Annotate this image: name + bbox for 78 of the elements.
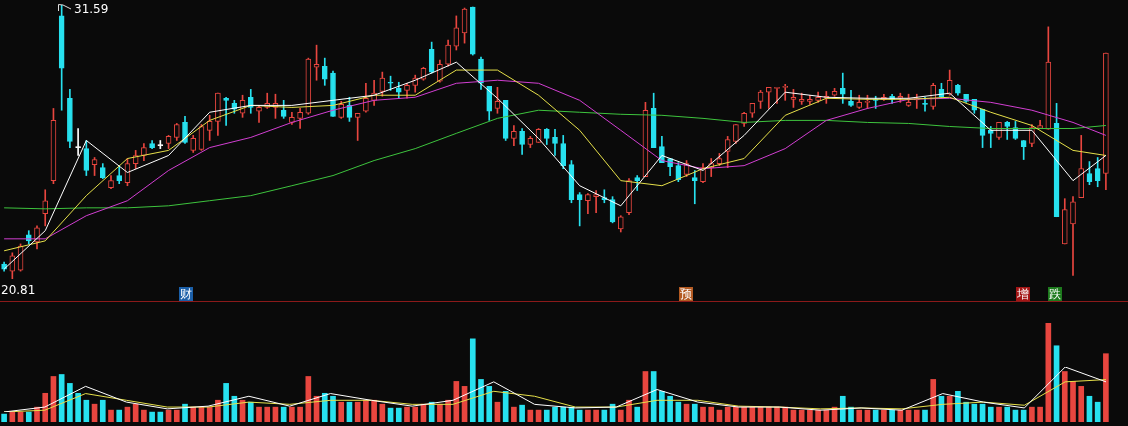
text: 预 (679, 287, 693, 301)
bar (848, 406, 854, 422)
bar (922, 409, 928, 422)
bar (363, 399, 369, 422)
bar (478, 379, 484, 422)
bar (264, 406, 271, 422)
bar (856, 409, 863, 422)
bar (223, 383, 229, 422)
bar (338, 401, 345, 422)
bar (543, 409, 550, 422)
bar (733, 406, 739, 422)
bar (585, 409, 591, 422)
bar (617, 409, 624, 422)
text: 20.81 (0, 283, 37, 297)
bar (173, 409, 180, 422)
bar (1070, 381, 1076, 422)
bar (913, 409, 920, 422)
bar (511, 406, 517, 422)
bar (1078, 386, 1085, 422)
bar (289, 406, 295, 422)
text: 跌 (1048, 287, 1062, 301)
bar (889, 409, 895, 422)
bar (256, 406, 262, 422)
candlestick (593, 190, 599, 213)
bar (593, 409, 599, 422)
bar (116, 409, 123, 422)
bar (741, 406, 747, 422)
bar (765, 406, 772, 422)
bar (371, 399, 377, 422)
bar (1004, 406, 1011, 422)
bar (691, 403, 698, 422)
bar (395, 407, 402, 422)
bar (1, 413, 7, 422)
bar (996, 406, 1002, 422)
bar (963, 401, 969, 422)
bar (149, 411, 155, 422)
bar (25, 411, 32, 422)
bar (1037, 406, 1043, 422)
bar (141, 409, 147, 422)
text: 增 (1016, 287, 1030, 301)
bar (560, 406, 567, 422)
bar (807, 409, 813, 422)
bar (67, 383, 73, 422)
bar (190, 406, 197, 422)
candlestick (223, 96, 229, 126)
bar (404, 406, 410, 422)
bar (659, 390, 665, 422)
bar (1103, 353, 1109, 422)
bar (774, 406, 780, 422)
bar (469, 338, 476, 422)
bar (700, 406, 706, 422)
bar (839, 395, 846, 422)
bar (1061, 371, 1068, 422)
bar (667, 395, 673, 422)
bar (75, 392, 81, 422)
bar (321, 392, 328, 422)
candlestick (691, 170, 698, 205)
bar (881, 409, 887, 422)
bar (930, 379, 937, 422)
bar (519, 404, 525, 422)
bar (99, 399, 106, 422)
bar (437, 403, 443, 422)
bar (330, 395, 336, 422)
bar (297, 406, 303, 422)
bar (634, 406, 641, 422)
bar (782, 406, 789, 422)
bar (987, 406, 994, 422)
bar (1029, 406, 1035, 422)
bar (815, 409, 821, 422)
bar (108, 409, 114, 422)
bar (708, 406, 715, 422)
bar (412, 406, 419, 422)
bar (955, 390, 961, 422)
text: 财 (179, 287, 193, 301)
bar (247, 401, 254, 422)
bar (486, 386, 493, 422)
annotation: 31.59 (73, 2, 110, 16)
bar (552, 406, 558, 422)
